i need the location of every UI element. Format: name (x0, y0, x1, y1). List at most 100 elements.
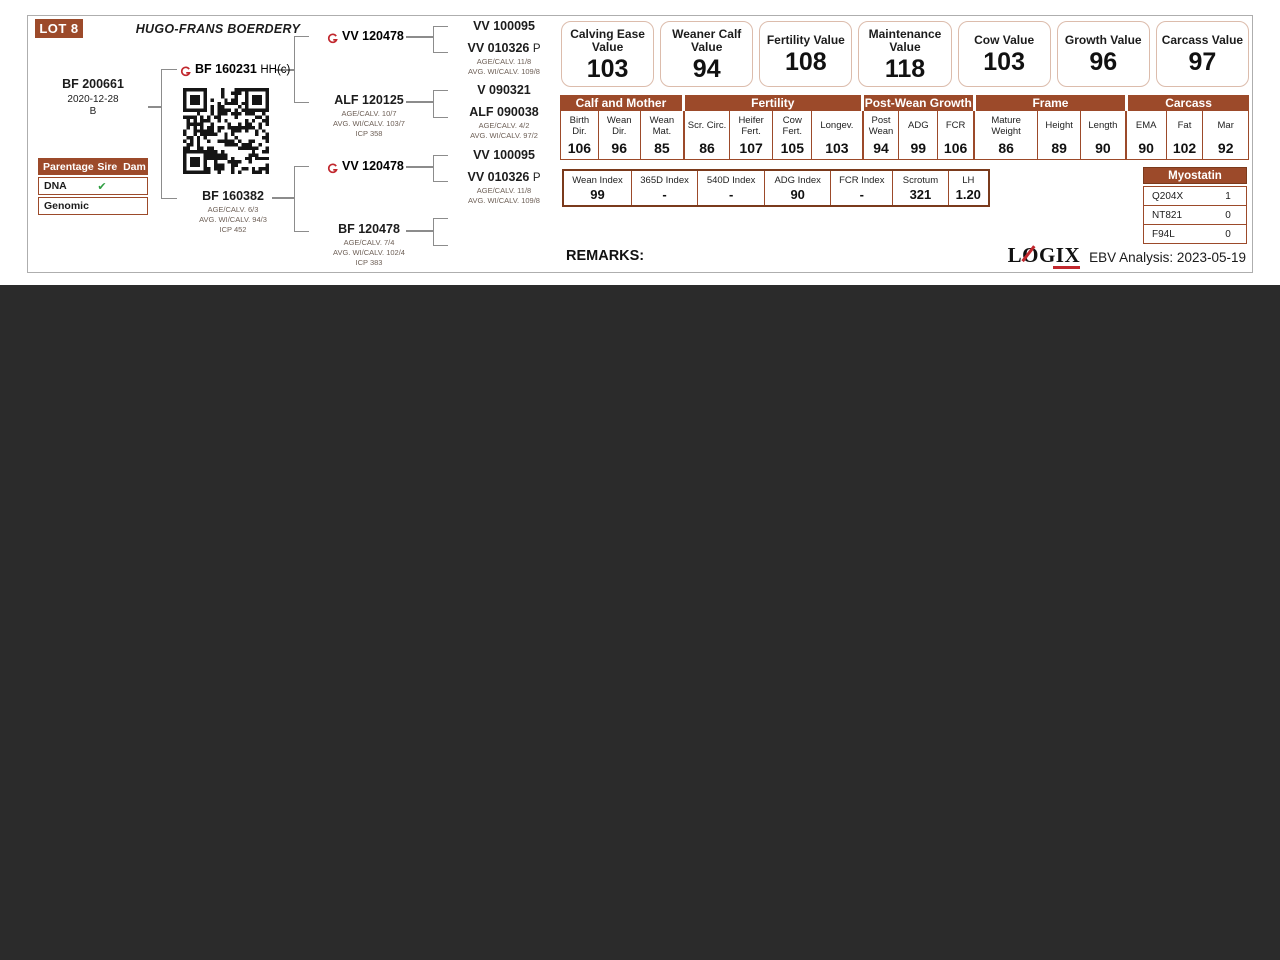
value-boxes: Calving Ease Value 103 Weaner Calf Value… (561, 21, 1249, 87)
breed-brand-icon (327, 31, 338, 43)
index-cell: 365D Index - (631, 171, 697, 205)
gg-stat: AVG. WI/CALV. 109/8 (468, 67, 540, 76)
ebv-cell: Heifer Fert. 107 (728, 111, 773, 159)
pedigree-great-grandsire: V 090321 (448, 83, 560, 97)
myostatin-table: Myostatin Q204X 1 NT821 0 F94L 0 (1143, 167, 1247, 244)
pedigree-sire: BF 160231 HH(c) (180, 62, 290, 76)
pedigree-connector (275, 69, 295, 71)
pedigree-connector (433, 26, 448, 53)
pedigree-connector (294, 36, 309, 103)
gg-stat: AGE/CALV. 11/8 (476, 57, 532, 66)
farm-name: HUGO-FRANS BOERDERY (135, 22, 301, 36)
pedigree-connector (406, 230, 434, 232)
dam-sire-id: VV 120478 (342, 159, 404, 173)
ebv-cell: Mature Weight 86 (991, 115, 1021, 156)
ebv-cell: Mar 92 (1202, 111, 1248, 159)
ebv-cell: FCR 106 (937, 111, 973, 159)
myostatin-header: Myostatin (1143, 167, 1247, 184)
check-icon: ✔ (97, 180, 107, 193)
pedigree-great-granddam: VV 010326 P AGE/CALV. 11/8 AVG. WI/CALV.… (448, 170, 560, 206)
pedigree-sire-sire: VV 120478 (327, 29, 404, 43)
logo-tagline-bar (1053, 265, 1081, 269)
ebv-cell: Wean Mat. 85 (639, 111, 684, 159)
ebv-table: Calf and Mother Fertility Post-Wean Grow… (560, 95, 1249, 160)
ebv-cell: Wean Dir. 96 (597, 111, 640, 159)
ebv-group-header: Frame (975, 95, 1126, 111)
pedigree-great-granddam: ALF 090038 AGE/CALV. 4/2 AVG. WI/CALV. 9… (448, 105, 560, 141)
pedigree-connector (161, 69, 177, 199)
index-cell: Wean Index 99 (572, 174, 623, 202)
myostatin-row: F94L 0 (1144, 224, 1246, 243)
logix-logo: LOGIX (1007, 243, 1081, 269)
parentage-row-genomic: Genomic (38, 197, 148, 215)
gg-id: ALF 090038 (469, 105, 539, 119)
gg-id: V 090321 (477, 83, 531, 97)
pedigree-animal: BF 200661 2020-12-28 B (33, 77, 153, 117)
pedigree-connector (148, 106, 162, 108)
gg-stat: AVG. WI/CALV. 97/2 (470, 131, 538, 140)
dam-dam-stat: AGE/CALV. 7/4 (343, 238, 395, 247)
ebv-cell: Birth Dir. 106 (567, 115, 592, 156)
value-box-growth: Growth Value 96 (1056, 21, 1150, 87)
pedigree-connector (433, 218, 448, 246)
pedigree-great-grandsire: VV 100095 (448, 19, 560, 33)
index-cell: LH 1.20 (947, 171, 988, 205)
myostatin-row: NT821 0 (1144, 205, 1246, 224)
value-box-calving-ease: Calving Ease Value 103 (561, 21, 655, 87)
ebv-group-header: Fertility (684, 95, 861, 111)
remarks-label: REMARKS: (566, 248, 645, 264)
sire-dam-stat: AVG. WI/CALV. 103/7 (333, 119, 405, 128)
pedigree-dam: BF 160382 AGE/CALV. 6/3 AVG. WI/CALV. 94… (173, 189, 293, 235)
ebv-cell: Longev. 103 (811, 111, 861, 159)
myostatin-row: Q204X 1 (1152, 190, 1231, 202)
index-cell: FCR Index - (830, 171, 892, 205)
ebv-cell: Scr. Circ. 86 (687, 120, 727, 156)
ebv-group-header: Post-Wean Growth (863, 95, 973, 111)
value-box-weaner-calf: Weaner Calf Value 94 (660, 21, 754, 87)
dam-stat: AVG. WI/CALV. 94/3 (199, 215, 267, 224)
dam-dam-stat: AVG. WI/CALV. 102/4 (333, 248, 405, 257)
ebv-cell: Height 89 (1037, 111, 1080, 159)
sire-dam-id: ALF 120125 (334, 93, 404, 107)
pedigree-connector (433, 90, 448, 118)
dam-dam-stat: ICP 383 (355, 258, 383, 267)
pedigree-connector (406, 166, 434, 168)
gg-suffix: P (532, 43, 541, 55)
ebv-group-header: Calf and Mother (560, 95, 682, 111)
index-cell: Scrotum 321 (892, 171, 947, 205)
value-box-cow: Cow Value 103 (957, 21, 1051, 87)
ebv-cell: Length 90 (1080, 111, 1125, 159)
sire-dam-stat: ICP 358 (355, 129, 383, 138)
dam-stat: ICP 452 (219, 225, 247, 234)
dam-id: BF 160382 (202, 189, 264, 203)
gg-id: VV 100095 (473, 148, 535, 162)
ebv-cell: EMA 90 (1135, 120, 1157, 156)
value-box-carcass: Carcass Value 97 (1155, 21, 1249, 87)
pedigree-connector (406, 101, 434, 103)
qr-code (183, 88, 269, 174)
pedigree-dam-sire: VV 120478 (327, 159, 404, 173)
sire-id: BF 160231 (195, 62, 257, 76)
ebv-cell: Fat 102 (1165, 111, 1203, 159)
parentage-col-sire: Sire (97, 160, 118, 173)
index-table: Wean Index 99 365D Index - 540D Index - ADG… (562, 169, 990, 207)
pedigree-connector (294, 166, 309, 232)
breed-brand-icon (327, 161, 338, 173)
parentage-col-dam: Dam (123, 160, 146, 173)
page-background: LOT 8 HUGO-FRANS BOERDERY BF 200661 2020… (0, 0, 1280, 285)
ebv-cell: ADG 99 (898, 111, 937, 159)
dam-dam-id: BF 120478 (338, 222, 400, 236)
lot-card: LOT 8 HUGO-FRANS BOERDERY BF 200661 2020… (27, 15, 1253, 273)
pedigree-dam-dam: BF 120478 AGE/CALV. 7/4 AVG. WI/CALV. 10… (313, 222, 425, 268)
value-box-maintenance: Maintenance Value 118 (858, 21, 952, 87)
gg-stat: AGE/CALV. 4/2 (478, 121, 530, 130)
ebv-group-header: Carcass (1128, 95, 1249, 111)
gg-stat: AGE/CALV. 11/8 (476, 186, 532, 195)
gg-id: VV 010326 (467, 41, 530, 55)
pedigree-great-granddam: VV 010326 P AGE/CALV. 11/8 AVG. WI/CALV.… (448, 41, 560, 77)
parentage-header: Parentage (43, 160, 94, 173)
sire-sire-id: VV 120478 (342, 29, 404, 43)
pedigree-connector (272, 197, 295, 199)
animal-birth-date: 2020-12-28 (67, 94, 119, 105)
gg-id: VV 010326 (467, 170, 530, 184)
